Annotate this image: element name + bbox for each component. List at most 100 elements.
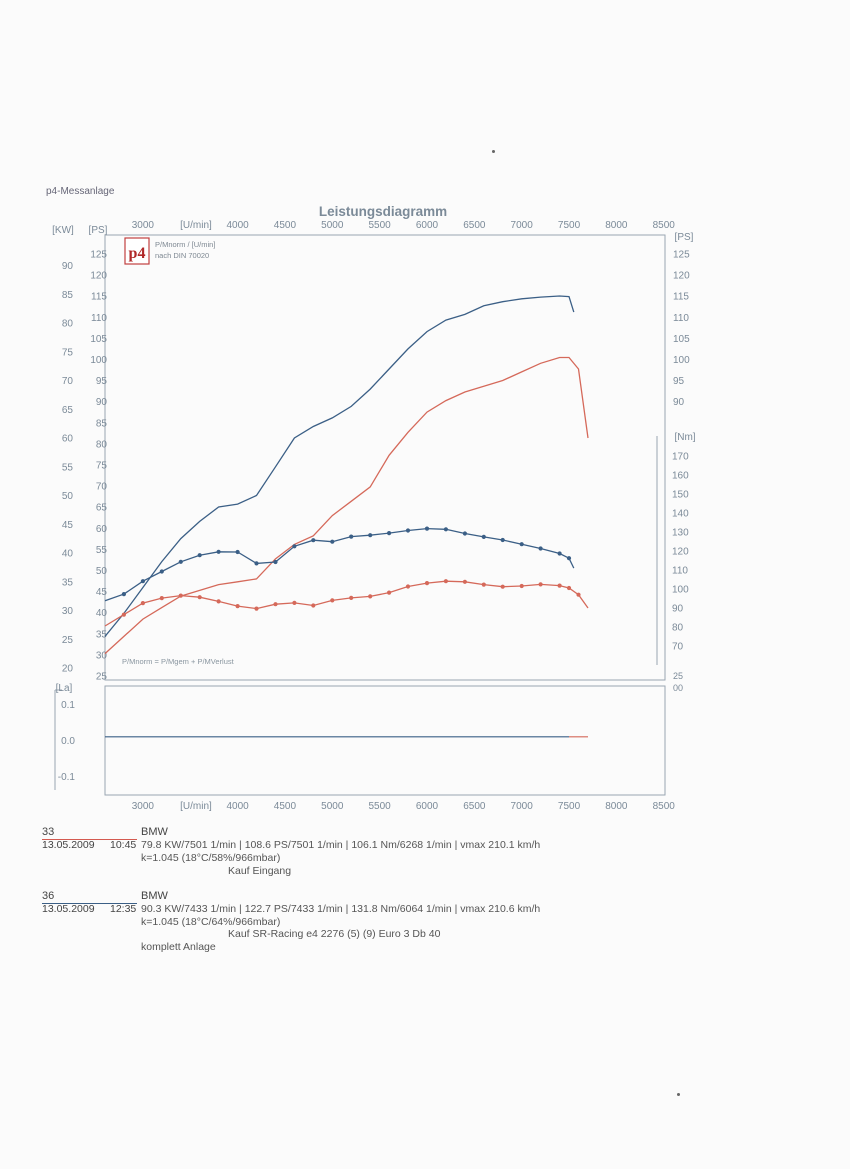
nm-tick: 150 — [672, 490, 689, 501]
torque-series-36-marker — [405, 528, 411, 533]
torque-series-33-marker — [330, 598, 335, 603]
ps-right-tick: 105 — [673, 334, 690, 345]
power-series-33-line — [104, 356, 589, 655]
chart-title: Leistungsdiagramm — [319, 204, 447, 219]
series-layer — [104, 295, 589, 738]
torque-series-33-marker — [178, 593, 183, 598]
kw-tick: 90 — [62, 261, 74, 272]
torque-series-36-marker — [292, 544, 297, 549]
kw-tick: 70 — [62, 376, 74, 387]
torque-series-33-marker — [121, 612, 126, 617]
torque-series-36-marker — [566, 556, 572, 561]
x-tick-top: 6000 — [416, 220, 439, 231]
right-extra-tick: 00 — [673, 683, 683, 693]
torque-series-36-marker — [121, 592, 126, 597]
torque-series-36-marker — [519, 542, 524, 547]
ps-left-tick: 110 — [91, 313, 107, 324]
ps-right-tick: 110 — [673, 313, 689, 324]
system-label: p4-Messanlage — [46, 186, 115, 197]
kw-tick: 75 — [62, 347, 74, 358]
torque-series-33-marker — [216, 599, 221, 604]
x-tick-bottom: 8000 — [605, 801, 628, 812]
torque-series-36-marker — [557, 551, 562, 556]
kw-tick: 35 — [62, 577, 74, 588]
kw-tick: 85 — [62, 290, 74, 301]
record-1-conditions: k=1.045 (18°C/58%/966mbar) — [141, 852, 281, 864]
kw-tick: 65 — [62, 405, 74, 416]
record-1-data: 79.8 KW/7501 1/min | 108.6 PS/7501 1/min… — [141, 839, 541, 851]
record-1-description: Kauf Eingang — [228, 865, 292, 877]
lambda-tick: 0.0 — [61, 736, 75, 747]
ps-left-tick: 70 — [96, 482, 108, 493]
torque-series-33-marker — [292, 600, 297, 606]
x-unit-bottom: [U/min] — [180, 801, 212, 812]
x-tick-top: 5000 — [321, 220, 344, 231]
lambda-frame — [104, 685, 666, 796]
scan-speck — [492, 150, 495, 153]
nm-tick: 170 — [672, 452, 689, 463]
ps-left-tick: 95 — [96, 376, 108, 387]
x-tick-bottom: 3000 — [132, 801, 155, 812]
ps-left-tick: 35 — [96, 629, 108, 640]
torque-series-33-marker — [462, 579, 467, 584]
x-tick-top: 7000 — [511, 220, 534, 231]
ps-right-axis-label: [PS] — [675, 232, 694, 243]
kw-tick: 20 — [62, 664, 74, 675]
ps-left-tick: 55 — [96, 545, 108, 556]
torque-series-36-marker — [500, 537, 505, 543]
nm-tick: 80 — [672, 623, 684, 634]
torque-series-33-marker — [273, 602, 278, 607]
ps-left-tick: 80 — [96, 439, 108, 450]
torque-series-36-marker — [330, 539, 335, 544]
torque-series-33-marker — [443, 579, 448, 584]
ps-left-tick: 25 — [96, 672, 108, 683]
x-tick-bottom: 7500 — [558, 801, 581, 812]
power-series-36-line — [104, 295, 575, 637]
mode-line-1: P/Mnorm / [U/min] — [155, 240, 215, 249]
x-tick-bottom: 5500 — [369, 801, 392, 812]
ps-right-tick: 100 — [673, 355, 690, 366]
x-tick-bottom: 5000 — [321, 801, 344, 812]
x-tick-top: 4500 — [274, 220, 297, 231]
torque-series-36-marker — [178, 559, 183, 564]
record-2-data: 90.3 KW/7433 1/min | 122.7 PS/7433 1/min… — [141, 903, 541, 915]
torque-series-36-marker — [387, 531, 392, 536]
kw-tick: 45 — [62, 520, 74, 531]
nm-tick: 90 — [672, 604, 684, 615]
torque-series-33-marker — [254, 606, 259, 611]
kw-tick: 60 — [62, 434, 74, 445]
chart-legend: Leistungsdiagramm p4 P/Mnorm / [U/min] nach… — [122, 204, 447, 666]
record-1-make: BMW — [141, 826, 168, 838]
x-tick-top: 8500 — [653, 220, 676, 231]
ps-left-tick: 85 — [96, 418, 108, 429]
record-2-make: BMW — [141, 890, 168, 902]
ps-right-tick: 95 — [673, 376, 685, 387]
record-1-color-line — [42, 839, 137, 840]
kw-tick: 30 — [62, 606, 74, 617]
record-2-note: komplett Anlage — [141, 941, 216, 953]
torque-series-36-marker — [140, 579, 145, 584]
torque-series-33-line — [104, 580, 589, 627]
torque-series-33-marker — [197, 595, 202, 600]
record-2-color-line — [42, 903, 137, 904]
chart-frame — [54, 234, 666, 796]
x-tick-top: 3000 — [132, 220, 155, 231]
torque-series-36-marker — [197, 553, 202, 558]
kw-tick: 55 — [62, 462, 74, 473]
nm-tick: 100 — [672, 585, 689, 596]
record-2-number: 36 — [42, 890, 55, 902]
torque-series-33-marker — [566, 585, 572, 591]
x-tick-bottom: 6500 — [463, 801, 486, 812]
ps-left-tick: 30 — [96, 650, 108, 661]
torque-series-36-marker — [424, 526, 430, 531]
kw-tick: 80 — [62, 319, 74, 330]
torque-series-33-marker — [311, 603, 316, 608]
x-tick-bottom: 6000 — [416, 801, 439, 812]
kw-tick: 50 — [62, 491, 74, 502]
torque-series-33-marker — [387, 590, 392, 595]
x-tick-bottom: 7000 — [511, 801, 534, 812]
torque-series-36-marker — [462, 531, 467, 536]
ps-left-tick: 60 — [96, 524, 108, 535]
torque-series-33-marker — [349, 595, 354, 601]
torque-series-36-marker — [216, 549, 221, 554]
